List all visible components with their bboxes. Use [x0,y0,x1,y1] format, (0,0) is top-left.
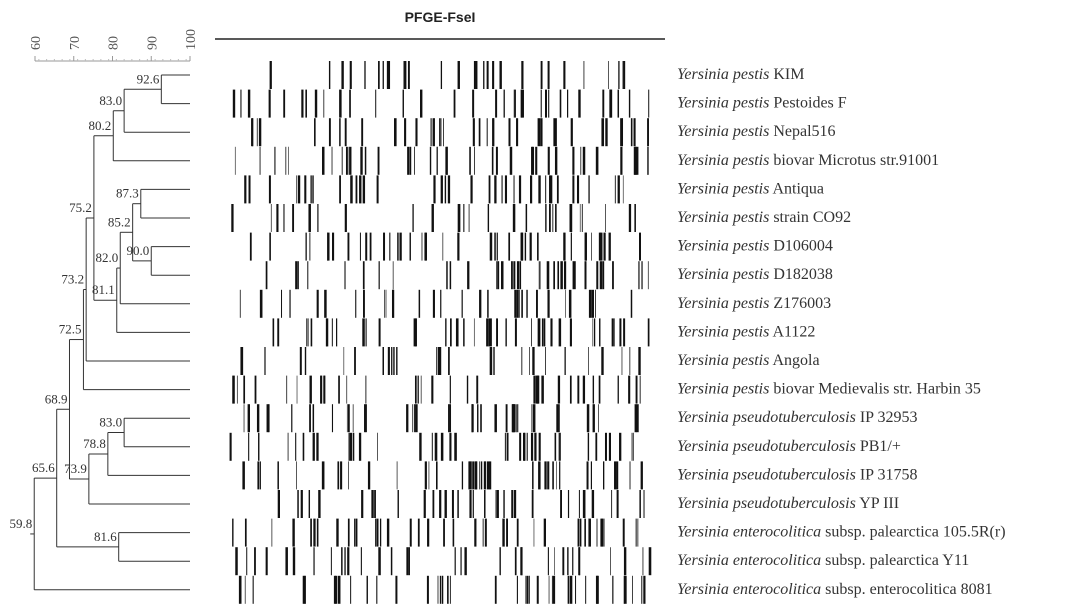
strain-label: Yersinia pestis Angola [677,352,820,369]
strain-label: Yersinia pseudotuberculosis PB1/+ [677,437,901,454]
strain: IP 31758 [860,466,918,483]
species: Yersinia pseudotuberculosis [677,409,856,426]
species: Yersinia pestis [677,94,769,111]
node-label: 92.6 [137,71,160,86]
title: PFGE-FseI [405,9,476,25]
strain: Pestoides F [773,94,846,111]
strain: KIM [773,66,804,83]
species: Yersinia pestis [677,380,769,397]
node-label: 78.8 [83,436,106,451]
node-label: 73.2 [61,272,84,287]
strain-label: Yersinia pestis strain CO92 [677,209,851,226]
strain-label: Yersinia pestis Z176003 [677,294,831,311]
node-label: 75.2 [69,200,92,215]
strain: A1122 [772,323,815,340]
species: Yersinia pestis [677,323,769,340]
strain-label: Yersinia pestis Pestoides F [677,94,847,111]
node-label: 59.8 [9,516,32,531]
strain: IP 32953 [860,409,918,426]
node-label: 73.9 [64,461,87,476]
species: Yersinia pseudotuberculosis [677,495,856,512]
strain-label: Yersinia pestis D106004 [677,237,833,254]
strain: strain CO92 [773,209,851,226]
strain-label: Yersinia pestis D182038 [677,266,833,283]
strain-label: Yersinia enterocolitica subsp. palearcti… [677,523,1006,540]
node-label: 72.5 [59,322,82,337]
node-label: 82.0 [96,250,119,265]
strain-label: Yersinia pestis KIM [677,66,804,83]
scale-tick-label: 90 [145,36,160,50]
strain-label: Yersinia enterocolitica subsp. palearcti… [677,552,969,569]
species: Yersinia enterocolitica [677,580,821,597]
species: Yersinia pestis [677,294,769,311]
node-label: 85.2 [108,214,131,229]
node-label: 83.0 [99,415,122,430]
strain: Angola [772,352,819,369]
species: Yersinia pseudotuberculosis [677,466,856,483]
species: Yersinia pestis [677,123,769,140]
node-label: 68.9 [45,391,68,406]
node-label: 87.3 [116,186,139,201]
node-label: 90.0 [127,243,150,258]
node-label: 80.2 [89,118,112,133]
node-label: 81.6 [94,529,117,544]
strain: subsp. palearctica Y11 [825,552,969,569]
strain-label: Yersinia pestis Antiqua [677,180,824,197]
strain: Z176003 [773,294,831,311]
strain-label: Yersinia pestis biovar Microtus str.9100… [677,151,939,168]
strain: biovar Microtus str.91001 [773,151,939,168]
strain-label: Yersinia pseudotuberculosis IP 31758 [677,466,917,483]
node-label: 81.1 [92,282,115,297]
strain-label: Yersinia pseudotuberculosis YP III [677,495,899,512]
species: Yersinia pseudotuberculosis [677,437,856,454]
strain-label: Yersinia pseudotuberculosis IP 32953 [677,409,917,426]
species: Yersinia pestis [677,237,769,254]
scale-tick-label: 60 [29,36,44,50]
species: Yersinia pestis [677,209,769,226]
strain: Antiqua [772,180,824,197]
strain: subsp. palearctica 105.5R(r) [825,523,1005,540]
figure: PFGE-FseI 60 70 80 90 100 Yersinia pestis KIM… [0,0,1073,608]
strain: PB1/+ [860,437,901,454]
species: Yersinia enterocolitica [677,552,821,569]
strain-label: Yersinia pestis Nepal516 [677,123,836,140]
species: Yersinia pestis [677,151,769,168]
species: Yersinia enterocolitica [677,523,821,540]
node-label: 83.0 [99,93,122,108]
species: Yersinia pestis [677,66,769,83]
strain-label: Yersinia pestis A1122 [677,323,815,340]
strain-label: Yersinia enterocolitica subsp. enterocol… [677,580,993,597]
strain: D106004 [773,237,833,254]
strain: YP III [859,495,899,512]
species: Yersinia pestis [677,180,769,197]
scale-tick-label: 100 [184,29,199,50]
strain-label: Yersinia pestis biovar Medievalis str. H… [677,380,981,397]
strain: Nepal516 [773,123,835,140]
node-label: 65.6 [32,460,55,475]
species: Yersinia pestis [677,266,769,283]
strain: biovar Medievalis str. Harbin 35 [773,380,981,397]
scale-tick-label: 80 [107,36,122,50]
species: Yersinia pestis [677,352,769,369]
strain: subsp. enterocolitica 8081 [825,580,993,597]
scale-tick-label: 70 [68,36,83,50]
strain: D182038 [773,266,833,283]
